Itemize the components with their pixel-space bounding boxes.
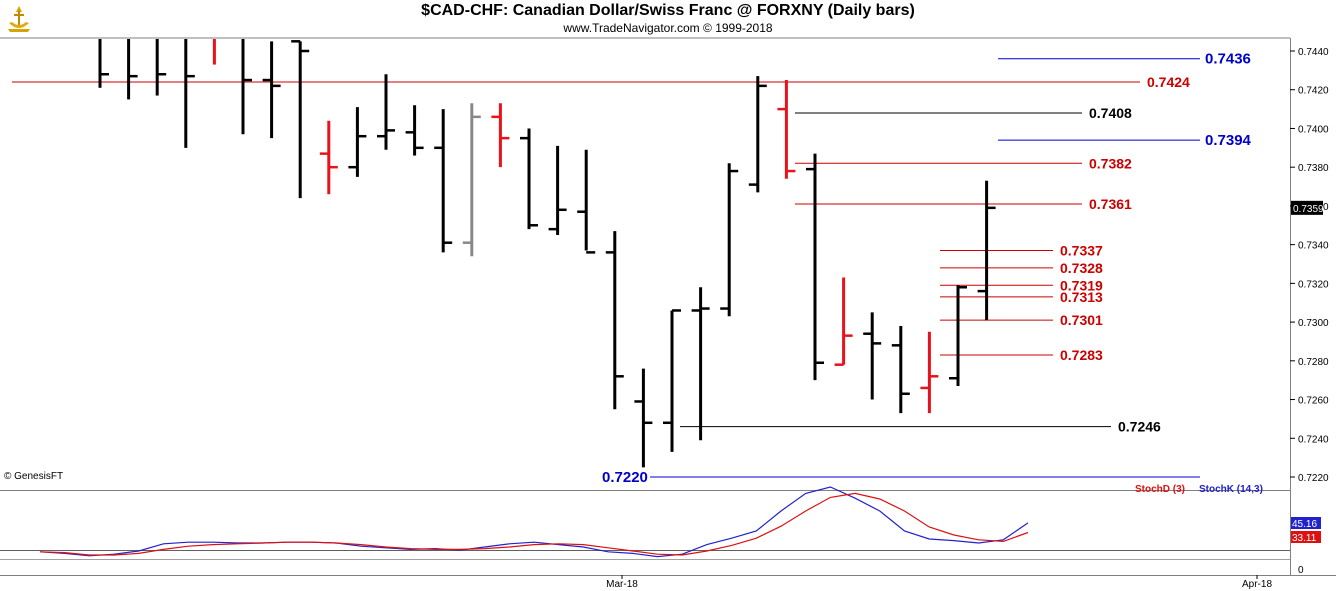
price-axis: 0.74400.74200.74000.73800.73600.73400.73… [1290,47,1329,484]
ohlc-bar [548,145,567,235]
legend-stochk: StochK (14,3) [1199,484,1263,495]
level-label: 0.7424 [1147,74,1190,90]
level-label: 0.7220 [602,469,648,486]
chart-subtitle: www.TradeNavigator.com © 1999-2018 [563,21,773,35]
y-tick-label: 0.7220 [1298,473,1329,484]
level-label: 0.7313 [1060,289,1103,305]
ohlc-bar [348,107,367,177]
level-label: 0.7328 [1060,260,1103,276]
ohlc-bar [462,103,481,257]
y-tick-label: 0.7440 [1298,47,1329,58]
stochk-line [39,486,1029,558]
ohlc-bar [863,312,882,400]
ohlc-bar [605,231,624,410]
level-label: 0.7408 [1089,105,1132,121]
watermark: © GenesisFT [4,471,63,482]
ohlc-bar [720,163,739,317]
stochastic-panel: 0 45.16 33.11 [39,486,1321,576]
ohlc-bar [748,76,767,193]
y-tick-label: 0.7420 [1298,86,1329,97]
level-label: 0.7361 [1089,196,1132,212]
ohlc-bar [262,41,281,139]
ohlc-bar [520,128,538,230]
ohlc-bar [155,39,167,96]
stochd-value: 33.11 [1292,533,1317,544]
stoch-y-tick-label: 0 [1298,565,1304,576]
stochd-value-box [1291,531,1321,543]
last-price-label: 0.7359 [1293,204,1324,215]
legend-stochd: StochD (3) [1135,484,1185,495]
y-tick-label: 0.7380 [1298,163,1329,174]
y-tick-label: 0.7260 [1298,396,1329,407]
logo-icon [3,3,35,35]
ohlc-bar [291,40,310,199]
y-tick-label: 0.7280 [1298,357,1329,368]
ohlc-bar [434,109,453,253]
level-label: 0.7382 [1089,155,1132,171]
chart-header: $CAD-CHF: Canadian Dollar/Swiss Franc @ … [0,0,1336,38]
ohlc-bar [405,105,424,156]
ohlc-bar [663,309,681,452]
ohlc-bar [127,39,138,100]
ohlc-bar [806,153,824,381]
ohlc-bar [98,39,109,88]
ohlc-bar [891,325,910,414]
ohlc-bar [691,287,710,441]
level-label: 0.7319 [1060,277,1103,293]
y-tick-label: 0.7300 [1298,318,1329,329]
stochk-value-box [1291,517,1321,529]
last-price-box [1291,200,1323,215]
ohlc-bar [577,149,596,254]
ohlc-bar [977,180,996,321]
level-label: 0.7301 [1060,312,1103,328]
ohlc-bar [834,277,853,366]
level-label: 0.7246 [1118,419,1161,435]
price-levels: 0.7436 0.7424 0.7408 0.7394 0.7382 0.7361 0.73… [12,51,1252,486]
ohlc-bar [949,285,967,386]
level-label: 0.7283 [1060,347,1103,363]
ohlc-bar [241,39,252,135]
stochd-line [39,492,1029,556]
x-tick-label: Mar-18 [606,579,638,590]
stochk-value: 45.16 [1292,519,1317,530]
ohlc-bar [319,120,338,195]
date-axis: Mar-18 Apr-18 [606,575,1272,590]
level-label: 0.7337 [1060,242,1103,258]
chart-title: $CAD-CHF: Canadian Dollar/Swiss Franc @ … [421,2,915,19]
x-tick-label: Apr-18 [1242,579,1272,590]
ohlc-bar [491,103,510,168]
ohlc-bars [98,39,996,468]
ohlc-bar [377,74,395,150]
y-tick-label: 0.7320 [1298,279,1329,290]
y-tick-label: 0.7400 [1298,124,1329,135]
ohlc-bar [184,39,195,148]
level-label: 0.7394 [1205,132,1252,149]
ohlc-bar [920,331,939,414]
y-tick-label: 0.7340 [1298,241,1329,252]
level-label: 0.7436 [1205,51,1251,68]
ohlc-bar [634,368,653,468]
ohlc-bar [777,80,796,179]
y-tick-label: 0.7240 [1298,434,1329,445]
